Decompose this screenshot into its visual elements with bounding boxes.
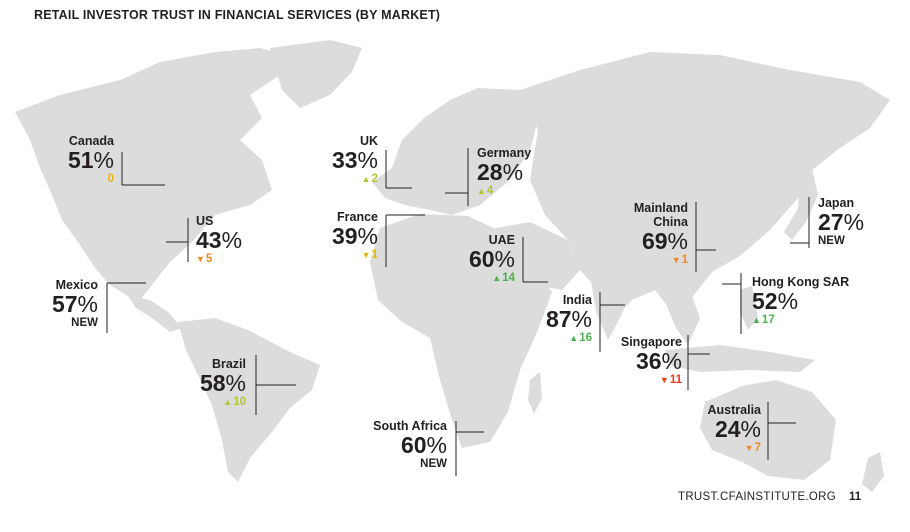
market-india: India 87% ▲16 — [526, 293, 592, 345]
market-mexico: Mexico 57% NEW — [34, 278, 98, 330]
china-connector — [695, 202, 716, 272]
change-indicator: ▲16 — [569, 332, 592, 344]
hong-kong-connector — [722, 273, 742, 334]
new-badge: NEW — [420, 458, 447, 470]
trust-percent: 27% — [818, 209, 865, 235]
market-singapore: Singapore 36% ▼11 — [600, 335, 682, 387]
market-name: Canada — [68, 134, 114, 148]
market-name: Singapore — [620, 335, 682, 349]
market-france: France 39% ▼1 — [310, 210, 378, 262]
southeast-asia-landmass — [660, 290, 700, 345]
change-indicator: ▲17 — [752, 314, 775, 326]
market-name: Japan — [818, 196, 855, 210]
asia-landmass — [520, 52, 890, 322]
market-brazil: Brazil 58% ▲10 — [180, 357, 246, 409]
africa-landmass — [370, 214, 552, 448]
market-name: Australia — [707, 403, 762, 417]
trust-percent: 36% — [635, 348, 682, 374]
change-indicator: ▲14 — [492, 272, 515, 284]
greenland-landmass — [270, 40, 362, 108]
british-isles-landmass — [396, 140, 416, 184]
new-zealand-landmass — [862, 452, 884, 492]
trust-percent: 28% — [477, 159, 524, 185]
change-indicator: ▼1 — [671, 254, 688, 266]
market-us: US 43% ▼5 — [196, 214, 266, 266]
market-name-line2: China — [653, 215, 688, 229]
france-connector — [385, 214, 425, 267]
india-connector — [599, 292, 625, 352]
uk-connector — [385, 150, 412, 189]
market-australia: Australia 24% ▼7 — [690, 403, 762, 455]
central-america-landmass — [128, 296, 182, 332]
us-connector — [166, 218, 189, 262]
indonesia-landmass — [665, 345, 815, 372]
trust-percent: 60% — [468, 246, 515, 272]
market-name: Mexico — [55, 278, 98, 292]
market-name: Hong Kong SAR — [752, 275, 850, 289]
canada-connector — [121, 152, 165, 186]
trust-percent: 52% — [752, 288, 799, 314]
brazil-connector — [255, 355, 296, 415]
north-america-landmass — [15, 48, 300, 300]
mexico-connector — [106, 282, 146, 333]
market-uk: UK 33% ▲2 — [310, 134, 378, 186]
trust-percent: 33% — [331, 147, 378, 173]
japan-connector — [790, 197, 810, 248]
market-hong-kong-sar: Hong Kong SAR 52% ▲17 — [752, 275, 862, 327]
page-title: RETAIL INVESTOR TRUST IN FINANCIAL SERVI… — [34, 8, 441, 22]
connector-lines — [106, 148, 810, 476]
trust-percent: 58% — [199, 370, 246, 396]
change-indicator: ▼7 — [744, 442, 761, 454]
trust-percent: 60% — [400, 432, 447, 458]
change-indicator: ▼1 — [361, 249, 378, 261]
new-badge: NEW — [818, 235, 845, 247]
trust-percent: 69% — [641, 228, 688, 254]
change-indicator: ▲10 — [223, 396, 246, 408]
singapore-connector — [687, 335, 710, 390]
trust-percent: 57% — [51, 291, 98, 317]
market-name: Brazil — [211, 357, 246, 371]
market-name: Germany — [477, 146, 532, 160]
trust-percent: 51% — [67, 147, 114, 173]
japan-landmass — [784, 168, 818, 240]
philippines-landmass — [740, 286, 758, 330]
australia-connector — [767, 402, 796, 460]
market-south-africa: South Africa 60% NEW — [348, 419, 447, 471]
market-canada: Canada 51% 0 — [50, 134, 114, 186]
south-america-landmass — [178, 318, 320, 482]
market-name: US — [196, 214, 214, 228]
market-uae: UAE 60% ▲14 — [448, 233, 515, 285]
market-japan: Japan 27% NEW — [818, 196, 898, 248]
change-indicator: ▼5 — [196, 253, 213, 265]
market-name: South Africa — [373, 419, 447, 433]
change-indicator: ▼11 — [659, 374, 682, 386]
market-name: UK — [359, 134, 378, 148]
market-mainland-china: Mainland China 69% ▼1 — [610, 201, 688, 267]
footer-url: TRUST.CFAINSTITUTE.ORG — [678, 491, 837, 503]
market-name: UAE — [488, 233, 515, 247]
change-indicator: ▲4 — [477, 185, 494, 197]
trust-percent: 43% — [196, 227, 243, 253]
middle-east-landmass — [496, 222, 580, 290]
germany-connector — [445, 148, 469, 206]
market-name-line1: Mainland — [633, 201, 688, 215]
market-germany: Germany 28% ▲4 — [477, 146, 557, 198]
page-number: 11 — [849, 491, 862, 503]
uae-connector — [522, 237, 548, 283]
trust-percent: 87% — [545, 306, 592, 332]
south-africa-connector — [455, 421, 484, 476]
change-indicator: ▲2 — [361, 173, 378, 185]
market-name: India — [562, 293, 592, 307]
europe-landmass — [372, 88, 538, 215]
trust-percent: 39% — [331, 223, 378, 249]
new-badge: NEW — [71, 317, 98, 329]
change-indicator: 0 — [107, 173, 114, 185]
trust-percent: 24% — [714, 416, 761, 442]
market-name: France — [337, 210, 378, 224]
madagascar-landmass — [528, 372, 542, 414]
